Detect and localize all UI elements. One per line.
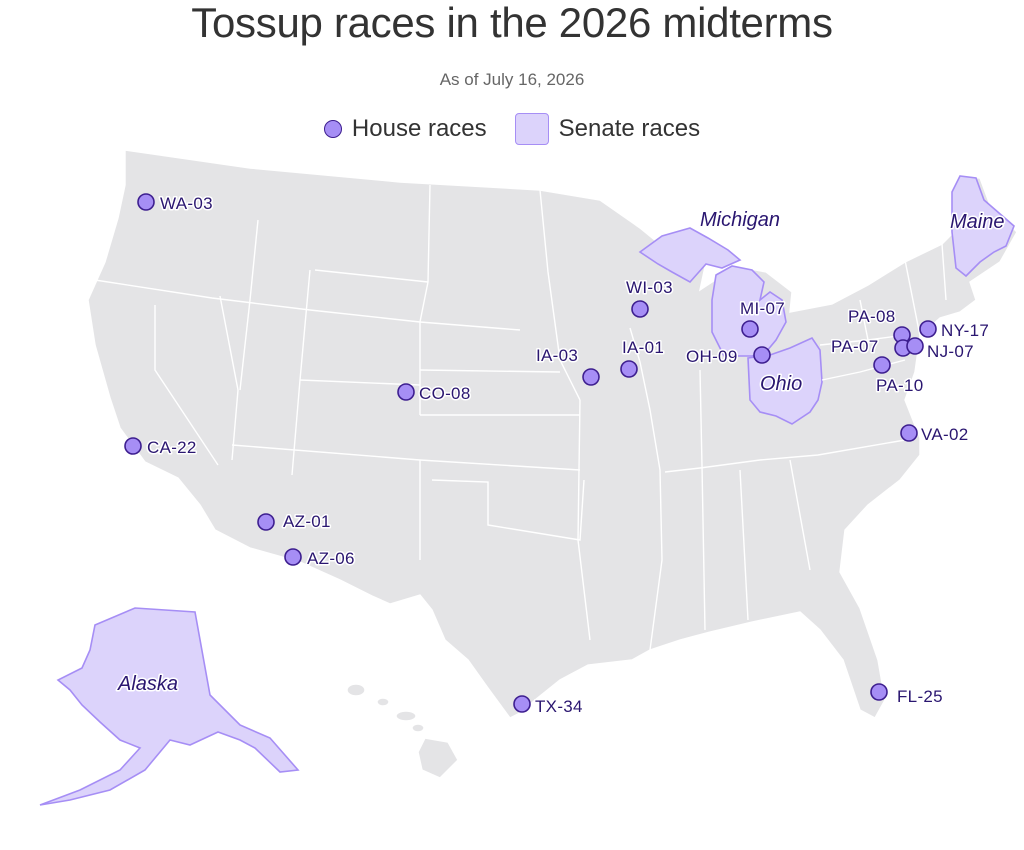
- house-race-label: VA-02: [921, 425, 969, 444]
- state-borders: [94, 184, 947, 651]
- us-landmass: [87, 149, 1018, 719]
- senate-label-ohio: Ohio: [760, 373, 802, 395]
- house-race-pa08[interactable]: PA-08: [847, 306, 911, 344]
- chart-subtitle: As of July 16, 2026: [439, 70, 585, 89]
- house-race-dot[interactable]: [257, 513, 275, 531]
- house-race-co08[interactable]: CO-08: [397, 383, 472, 405]
- house-race-ny17[interactable]: NY-17: [919, 320, 990, 342]
- house-race-ia03[interactable]: IA-03: [535, 345, 600, 386]
- house-race-dot[interactable]: [753, 346, 771, 364]
- house-race-dot[interactable]: [906, 337, 924, 355]
- hawaii-island-1: [346, 683, 366, 697]
- legend-item-senate: Senate races: [514, 113, 701, 145]
- house-race-tx34[interactable]: TX-34: [513, 695, 584, 718]
- hawaii-island-2: [376, 697, 390, 707]
- legend-item-house: House races: [323, 115, 487, 143]
- house-race-dot[interactable]: [513, 695, 531, 713]
- house-race-label: IA-03: [536, 346, 578, 365]
- house-race-label: PA-10: [876, 376, 924, 395]
- house-race-label: IA-01: [622, 338, 664, 357]
- house-race-label: NJ-07: [927, 342, 974, 361]
- house-race-dot[interactable]: [620, 360, 638, 378]
- house-race-fl25[interactable]: FL-25: [870, 683, 944, 708]
- house-race-label: AZ-06: [307, 549, 355, 568]
- house-race-label: CO-08: [419, 384, 471, 403]
- house-race-dot[interactable]: [870, 683, 888, 701]
- house-race-az06[interactable]: AZ-06: [284, 548, 356, 570]
- hawaii-big-island: [417, 737, 459, 779]
- house-race-label: AZ-01: [283, 512, 331, 531]
- house-race-nj07[interactable]: NJ-07: [906, 337, 975, 363]
- house-race-dot[interactable]: [397, 383, 415, 401]
- house-race-label: MI-07: [740, 299, 785, 318]
- hawaii-island-3: [395, 710, 417, 722]
- legend-house-label: House races: [351, 115, 487, 142]
- house-race-ca22[interactable]: CA-22: [124, 437, 198, 459]
- maine-state: [951, 175, 1015, 278]
- house-race-label: PA-08: [848, 307, 896, 326]
- house-race-dot[interactable]: [919, 320, 937, 338]
- house-race-mi07[interactable]: MI-07: [739, 298, 786, 338]
- chart-title: Tossup races in the 2026 midterms: [191, 0, 833, 46]
- house-race-pa10[interactable]: PA-10: [873, 356, 925, 397]
- house-race-va02[interactable]: VA-02: [900, 424, 970, 446]
- senate-label-michigan: Michigan: [700, 209, 780, 231]
- house-race-dot[interactable]: [741, 320, 759, 338]
- house-race-dot[interactable]: [631, 300, 649, 318]
- house-race-oh09[interactable]: OH-09: [685, 346, 771, 368]
- house-race-label: PA-07: [831, 337, 879, 356]
- house-race-wa03[interactable]: WA-03: [137, 193, 214, 215]
- house-race-label: FL-25: [897, 687, 943, 706]
- hawaii-island-4: [411, 723, 425, 733]
- hawaii-islands: [346, 683, 459, 779]
- senate-label-maine: Maine: [950, 211, 1004, 233]
- house-dot-icon: [323, 120, 342, 138]
- house-race-ia01[interactable]: IA-01: [620, 337, 665, 378]
- legend: House races Senate races: [0, 113, 1024, 145]
- michigan-lower-peninsula: [711, 265, 787, 357]
- house-race-dot[interactable]: [124, 437, 142, 455]
- house-race-dot[interactable]: [137, 193, 155, 211]
- house-race-label: TX-34: [535, 697, 583, 716]
- house-race-dot[interactable]: [873, 356, 891, 374]
- house-race-wi03[interactable]: WI-03: [625, 277, 674, 318]
- legend-senate-label: Senate races: [558, 115, 701, 142]
- house-race-dot[interactable]: [900, 424, 918, 442]
- house-race-label: OH-09: [686, 347, 738, 366]
- senate-label-alaska: Alaska: [117, 673, 178, 695]
- house-race-dot[interactable]: [284, 548, 302, 566]
- house-race-dot[interactable]: [582, 368, 600, 386]
- house-race-markers: WA-03 CA-22 AZ-01 AZ-06 CO-08 IA-03 IA-0…: [124, 193, 990, 718]
- senate-swatch-icon: [514, 113, 549, 145]
- house-race-label: NY-17: [941, 321, 989, 340]
- house-race-label: WI-03: [626, 278, 673, 297]
- house-race-az01[interactable]: AZ-01: [257, 511, 332, 533]
- house-race-label: WA-03: [160, 194, 213, 213]
- house-race-label: CA-22: [147, 438, 197, 457]
- alaska-state: [39, 607, 300, 806]
- michigan-upper-peninsula: [638, 227, 742, 284]
